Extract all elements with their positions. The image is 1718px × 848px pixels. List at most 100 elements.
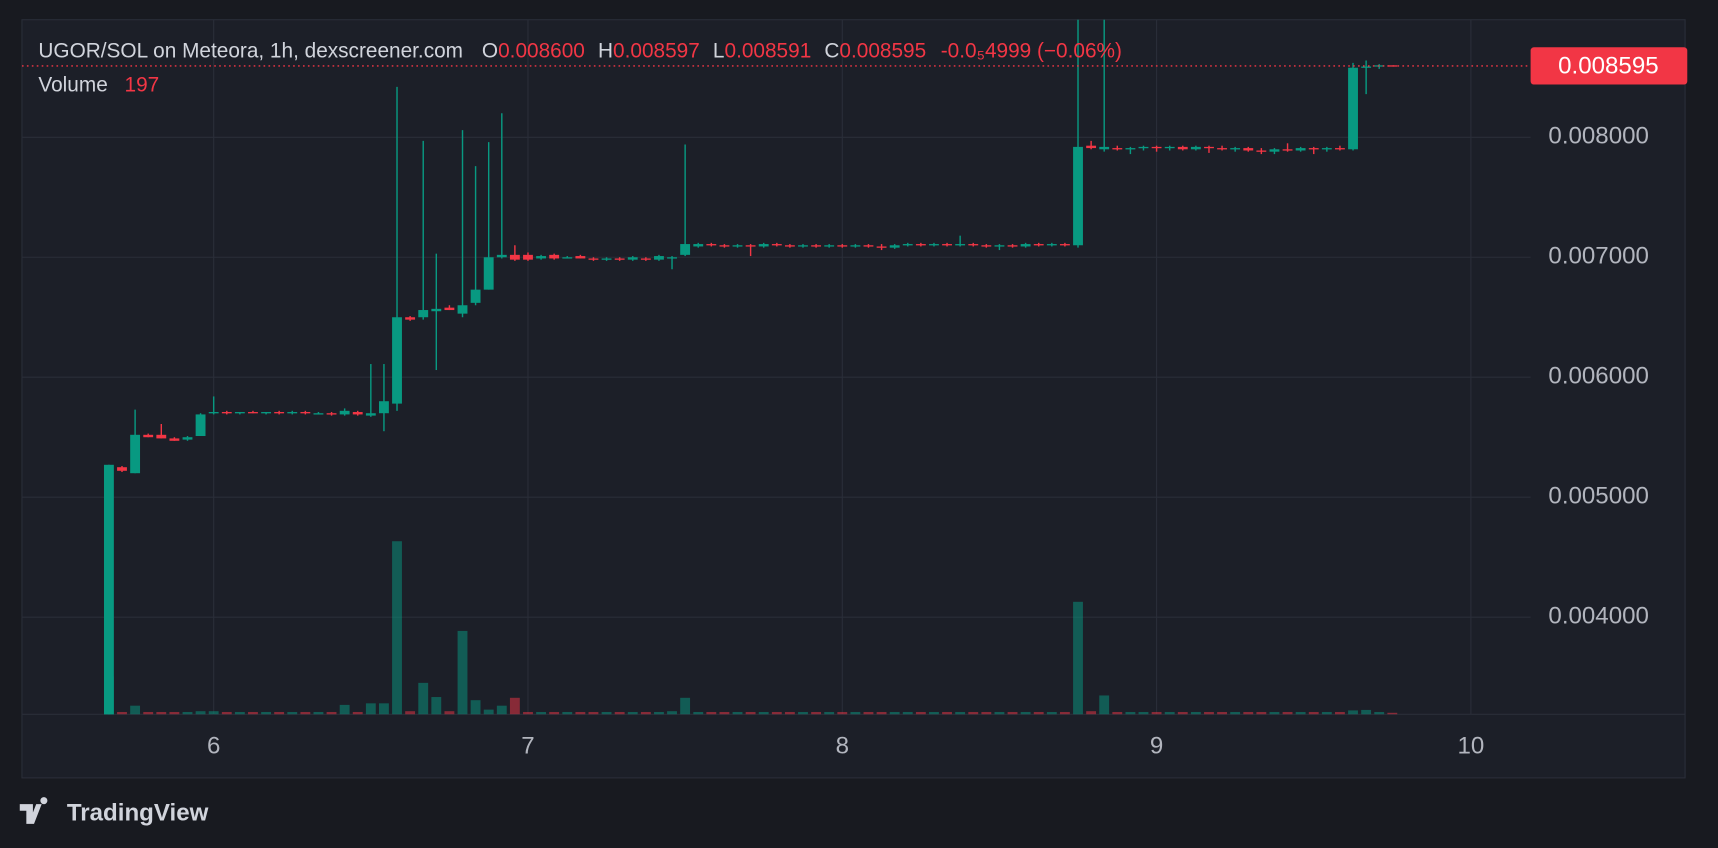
candle-body xyxy=(496,254,507,258)
candle-body xyxy=(837,245,848,247)
candle-body xyxy=(1348,67,1358,150)
candle-body xyxy=(1164,146,1175,149)
chart-panel xyxy=(21,19,1686,779)
volume-bar xyxy=(968,711,979,715)
candle-body xyxy=(1046,244,1057,246)
volume-bar xyxy=(981,711,992,715)
candle-body xyxy=(208,412,219,414)
ohlc-value: 0.008600 xyxy=(498,39,585,62)
ohlc-key: H xyxy=(598,39,613,62)
candle-body xyxy=(1007,245,1018,247)
chart-title: UGOR/SOL on Meteora, 1h, dexscreener.com xyxy=(38,39,463,62)
candle-body xyxy=(379,401,389,414)
volume-bar xyxy=(1282,711,1293,715)
candle-body xyxy=(182,437,193,440)
volume-bar xyxy=(784,711,795,715)
candle-body xyxy=(287,412,298,414)
volume-bar xyxy=(339,704,350,715)
candle-body xyxy=(732,245,743,247)
candle-body xyxy=(130,434,141,474)
candle-body xyxy=(234,412,245,414)
volume-bar xyxy=(771,711,782,715)
candle-body xyxy=(1138,146,1149,149)
candle-body xyxy=(339,410,350,415)
ohlc-key: C xyxy=(824,39,839,62)
candle-body xyxy=(1099,146,1110,150)
candle-body xyxy=(680,244,691,255)
volume-bar xyxy=(915,711,926,715)
last-price-box xyxy=(1530,47,1688,85)
candle-body xyxy=(798,245,808,247)
candle-body xyxy=(1112,148,1123,150)
volume-bar xyxy=(1125,711,1136,715)
volume-bar xyxy=(955,711,966,715)
candle-body xyxy=(221,412,232,414)
x-tick-label: 7 xyxy=(521,733,534,760)
candle-body xyxy=(195,414,206,437)
candle-body xyxy=(562,257,573,259)
volume-bar xyxy=(745,711,756,715)
volume-bar xyxy=(863,711,874,715)
volume-bar xyxy=(221,711,232,715)
volume-bar xyxy=(1190,711,1201,715)
volume-bar xyxy=(1295,711,1306,715)
candle-body xyxy=(248,412,258,414)
candle-body xyxy=(457,305,468,314)
volume-bar xyxy=(758,711,769,715)
candle-body xyxy=(1230,148,1241,150)
ohlc-key: L xyxy=(713,39,725,62)
candle-body xyxy=(1125,148,1136,150)
candle-body xyxy=(575,256,586,259)
candle-body xyxy=(1190,146,1201,150)
svg-text:TradingView: TradingView xyxy=(67,799,209,826)
volume-bar xyxy=(640,711,651,715)
volume-bar xyxy=(444,711,455,715)
candle-body xyxy=(942,244,952,246)
volume-bar xyxy=(824,711,835,715)
volume-legend: Volume 197 xyxy=(38,73,159,96)
candle-body xyxy=(1282,149,1293,151)
candle-body xyxy=(313,413,324,415)
ohlc-key: O xyxy=(482,39,498,62)
volume-bar xyxy=(798,711,808,715)
volume-bar xyxy=(562,711,573,715)
volume-bar xyxy=(483,709,494,715)
volume-label: Volume xyxy=(38,73,107,96)
volume-bar xyxy=(287,711,298,715)
candle-body xyxy=(981,245,992,247)
volume-bar xyxy=(496,705,507,715)
candle-body xyxy=(955,244,966,246)
candle-body xyxy=(968,244,979,246)
candle-body xyxy=(1361,66,1372,68)
volume-bar xyxy=(1321,711,1332,715)
volume-bar xyxy=(1256,711,1267,715)
candle-body xyxy=(470,289,481,303)
candle-body xyxy=(1387,65,1398,67)
candle-body xyxy=(1033,244,1044,246)
volume-bar xyxy=(588,711,599,715)
candle-body xyxy=(1243,148,1254,151)
candle-body xyxy=(1269,149,1280,152)
volume-bar xyxy=(680,697,691,715)
candle-body xyxy=(444,307,455,311)
y-tick-label: 0.004000 xyxy=(1548,603,1649,630)
candle-body xyxy=(1086,145,1097,149)
candle-body xyxy=(1020,244,1031,247)
candle-body xyxy=(1295,148,1306,151)
volume-bar xyxy=(117,711,127,715)
candle-body xyxy=(640,258,651,260)
volume-value: 197 xyxy=(125,73,160,96)
candle-body xyxy=(117,467,127,471)
candle-body xyxy=(1321,148,1332,150)
volume-bar xyxy=(379,703,389,715)
y-tick-label: 0.007000 xyxy=(1548,243,1649,270)
volume-bar xyxy=(1204,711,1214,715)
candle-body xyxy=(588,258,599,260)
volume-bar xyxy=(549,711,560,715)
volume-bar xyxy=(1308,711,1319,715)
candle-body xyxy=(1204,146,1214,149)
volume-bar xyxy=(1269,711,1280,715)
candle-body xyxy=(601,258,612,260)
volume-bar xyxy=(1046,711,1057,715)
